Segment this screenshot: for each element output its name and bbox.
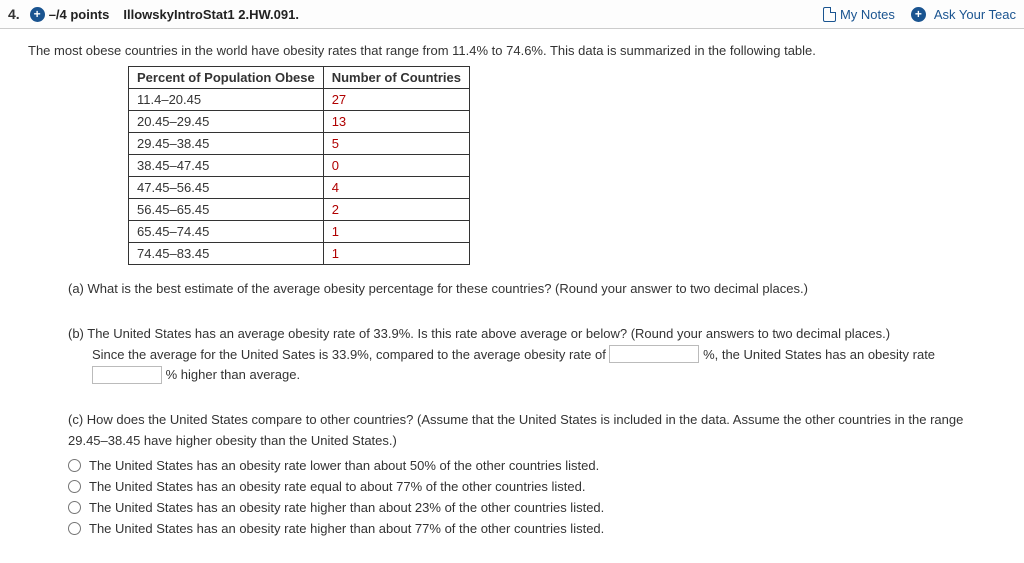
- cell-count: 2: [323, 199, 469, 221]
- points-label: –/4 points: [49, 7, 110, 22]
- table-row: 20.45–29.4513: [129, 111, 470, 133]
- cell-range: 20.45–29.45: [129, 111, 324, 133]
- table-row: 47.45–56.454: [129, 177, 470, 199]
- part-b-text1: Since the average for the United Sates i…: [92, 347, 606, 362]
- data-table: Percent of Population Obese Number of Co…: [128, 66, 470, 265]
- option-radio-3[interactable]: [68, 522, 81, 535]
- part-b: (b) The United States has an average obe…: [68, 324, 1004, 386]
- option-radio-0[interactable]: [68, 459, 81, 472]
- cell-range: 65.45–74.45: [129, 221, 324, 243]
- my-notes-label: My Notes: [840, 7, 895, 22]
- cell-count: 0: [323, 155, 469, 177]
- option-row[interactable]: The United States has an obesity rate eq…: [68, 479, 1004, 494]
- option-label-0: The United States has an obesity rate lo…: [89, 458, 599, 473]
- col-header-count: Number of Countries: [323, 67, 469, 89]
- part-a: (a) What is the best estimate of the ave…: [68, 279, 1004, 300]
- option-radio-1[interactable]: [68, 480, 81, 493]
- cell-range: 74.45–83.45: [129, 243, 324, 265]
- avg-rate-input[interactable]: [609, 345, 699, 363]
- part-c: (c) How does the United States compare t…: [68, 410, 1004, 452]
- part-b-text3: % higher than average.: [166, 367, 300, 382]
- question-header: 4. + –/4 points IllowskyIntroStat1 2.HW.…: [0, 0, 1024, 29]
- table-row: 38.45–47.450: [129, 155, 470, 177]
- cell-range: 29.45–38.45: [129, 133, 324, 155]
- option-radio-2[interactable]: [68, 501, 81, 514]
- option-row[interactable]: The United States has an obesity rate lo…: [68, 458, 1004, 473]
- ask-teacher-button[interactable]: + Ask Your Teac: [911, 7, 1016, 22]
- cell-count: 1: [323, 243, 469, 265]
- cell-count: 13: [323, 111, 469, 133]
- question-body: The most obese countries in the world ha…: [0, 29, 1024, 550]
- my-notes-button[interactable]: My Notes: [823, 7, 895, 22]
- part-c-prompt: (c) How does the United States compare t…: [68, 412, 963, 448]
- pct-higher-input[interactable]: [92, 366, 162, 384]
- option-row[interactable]: The United States has an obesity rate hi…: [68, 500, 1004, 515]
- part-a-text: (a) What is the best estimate of the ave…: [68, 281, 808, 296]
- cell-range: 38.45–47.45: [129, 155, 324, 177]
- notes-icon: [823, 7, 836, 22]
- part-b-fill: Since the average for the United Sates i…: [92, 345, 1004, 387]
- table-row: 65.45–74.451: [129, 221, 470, 243]
- cell-range: 56.45–65.45: [129, 199, 324, 221]
- table-row: 74.45–83.451: [129, 243, 470, 265]
- part-b-prompt: (b) The United States has an average obe…: [68, 324, 1004, 345]
- table-header-row: Percent of Population Obese Number of Co…: [129, 67, 470, 89]
- plus-icon: +: [911, 7, 926, 22]
- col-header-percent: Percent of Population Obese: [129, 67, 324, 89]
- cell-count: 5: [323, 133, 469, 155]
- table-row: 56.45–65.452: [129, 199, 470, 221]
- header-actions: My Notes + Ask Your Teac: [823, 7, 1016, 22]
- option-label-3: The United States has an obesity rate hi…: [89, 521, 604, 536]
- question-number: 4.: [8, 6, 20, 22]
- ask-teacher-label: Ask Your Teac: [934, 7, 1016, 22]
- option-label-2: The United States has an obesity rate hi…: [89, 500, 604, 515]
- cell-count: 27: [323, 89, 469, 111]
- option-row[interactable]: The United States has an obesity rate hi…: [68, 521, 1004, 536]
- cell-count: 4: [323, 177, 469, 199]
- intro-text: The most obese countries in the world ha…: [28, 43, 1004, 58]
- cell-count: 1: [323, 221, 469, 243]
- cell-range: 11.4–20.45: [129, 89, 324, 111]
- cell-range: 47.45–56.45: [129, 177, 324, 199]
- table-row: 29.45–38.455: [129, 133, 470, 155]
- assignment-id: IllowskyIntroStat1 2.HW.091.: [123, 7, 299, 22]
- table-row: 11.4–20.4527: [129, 89, 470, 111]
- part-b-text2: %, the United States has an obesity rate: [703, 347, 935, 362]
- plus-icon: +: [30, 7, 45, 22]
- option-label-1: The United States has an obesity rate eq…: [89, 479, 585, 494]
